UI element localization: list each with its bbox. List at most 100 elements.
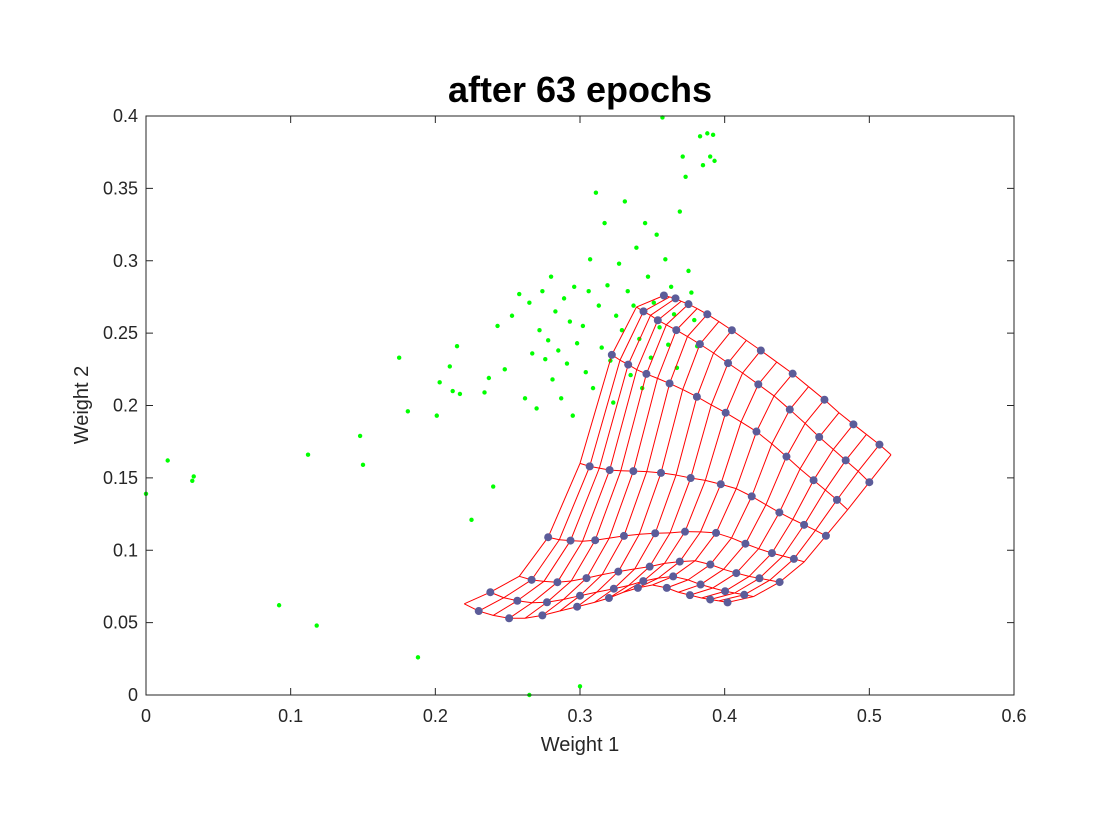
som-mesh-edge: [675, 396, 698, 476]
som-mesh-edge: [769, 558, 795, 581]
som-mesh-edge: [684, 480, 706, 532]
x-tick-label: 0.5: [857, 706, 882, 726]
y-tick-label: 0.05: [103, 613, 138, 633]
input-data-point: [686, 268, 691, 274]
input-data-point: [577, 684, 583, 689]
som-mesh-edge: [546, 580, 572, 603]
input-data-point: [537, 328, 542, 333]
y-tick-label: 0.15: [103, 468, 138, 488]
som-mesh-edge: [771, 409, 791, 445]
som-mesh-edge: [508, 602, 533, 619]
som-mesh-edge: [687, 564, 711, 581]
som-mesh-edge: [701, 590, 726, 599]
som-mesh-edge: [725, 372, 744, 413]
som-mesh-edge: [696, 352, 715, 397]
som-neuron: [755, 574, 764, 583]
som-mesh-edge: [634, 533, 656, 570]
som-neuron: [754, 380, 763, 389]
som-neuron: [686, 474, 695, 483]
som-neuron: [721, 408, 730, 417]
som-neuron: [741, 539, 750, 548]
input-data-point: [502, 367, 507, 372]
som-neuron: [607, 350, 616, 359]
som-neuron: [675, 557, 684, 566]
input-data-point: [534, 406, 539, 411]
som-mesh-edge: [799, 436, 820, 470]
som-neuron: [721, 587, 730, 596]
som-mesh-edge: [636, 295, 665, 308]
som-mesh-edge: [759, 555, 784, 579]
som-mesh-edge: [649, 532, 671, 567]
input-data-point: [509, 313, 515, 318]
som-neuron: [716, 480, 725, 489]
som-mesh-edge: [793, 530, 816, 560]
input-data-point: [191, 474, 196, 479]
som-mesh-edge: [559, 595, 581, 612]
som-neuron: [672, 326, 681, 335]
som-mesh-edge: [543, 540, 571, 582]
input-data-point: [530, 351, 535, 356]
input-data-point: [558, 396, 564, 401]
som-mesh-edge: [576, 591, 598, 608]
som-mesh-edge: [757, 361, 778, 385]
som-mesh-edge: [558, 466, 591, 540]
som-mesh-edge: [803, 535, 827, 563]
input-data-point: [540, 288, 545, 294]
som-mesh-edge: [660, 389, 684, 474]
input-data-point: [700, 163, 706, 168]
input-data-point: [550, 377, 555, 382]
input-data-point: [596, 303, 602, 308]
input-data-point: [654, 232, 659, 237]
input-data-point: [622, 199, 628, 204]
som-mesh-edge: [734, 577, 760, 594]
som-mesh-edge: [700, 484, 722, 533]
som-neuron: [692, 392, 701, 401]
som-neuron: [605, 466, 614, 475]
som-neuron: [538, 611, 547, 620]
som-mesh-edge: [556, 540, 583, 583]
som-mesh-edge: [778, 468, 801, 513]
som-mesh-edge: [490, 575, 520, 593]
som-neuron: [633, 583, 642, 592]
som-mesh-edge: [645, 324, 667, 375]
input-data-point: [447, 364, 452, 369]
som-mesh-edge: [687, 313, 708, 337]
som-mesh-edge: [723, 543, 746, 570]
som-mesh-edge: [650, 297, 676, 316]
som-neuron: [486, 588, 495, 597]
som-neuron: [767, 549, 776, 558]
input-data-point: [645, 274, 651, 279]
som-mesh-edge: [836, 470, 859, 501]
som-mesh-edge: [682, 343, 701, 390]
som-mesh-edge: [669, 336, 688, 384]
input-data-point: [276, 603, 282, 608]
som-neuron: [706, 595, 715, 604]
som-neuron: [706, 560, 715, 569]
som-mesh-edge: [818, 412, 840, 438]
som-neuron: [756, 346, 765, 355]
som-neuron: [619, 531, 628, 540]
som-mesh-edge: [792, 479, 815, 520]
input-data-point: [663, 257, 668, 262]
som-neuron: [585, 462, 594, 471]
input-data-point: [586, 288, 591, 294]
input-data-point: [553, 309, 558, 314]
som-mesh-edge: [713, 329, 733, 354]
som-mesh-edge: [589, 359, 621, 467]
som-mesh-edge: [735, 431, 757, 489]
input-data-point: [396, 355, 402, 360]
input-data-point: [543, 356, 548, 362]
som-neuron: [544, 533, 553, 542]
input-data-point: [548, 274, 554, 279]
som-mesh-edge: [771, 519, 794, 554]
som-mesh-edge: [815, 499, 838, 531]
som-mesh-edge: [665, 303, 689, 326]
som-mesh-edge: [657, 561, 681, 579]
som-mesh-edge: [579, 574, 603, 597]
som-mesh-edge: [720, 421, 742, 485]
som-mesh-edge: [758, 512, 780, 549]
som-neuron: [800, 520, 809, 529]
som-mesh-edge: [715, 488, 737, 534]
input-data-point: [680, 154, 685, 159]
